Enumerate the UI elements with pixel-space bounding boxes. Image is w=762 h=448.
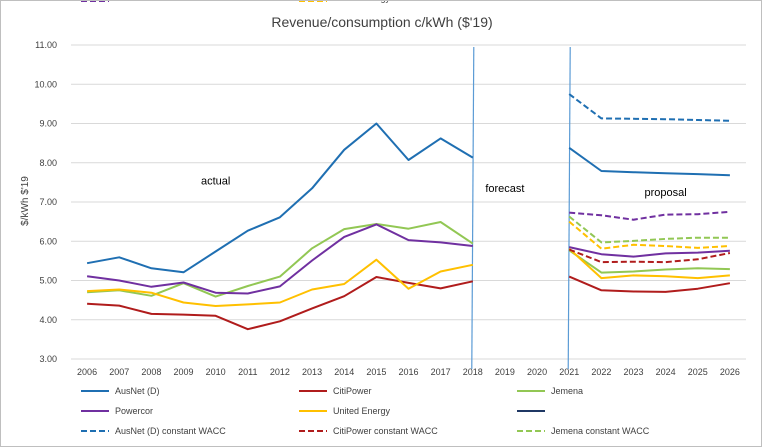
y-tick-label: 6.00	[39, 236, 57, 246]
y-tick-label: 5.00	[39, 276, 57, 286]
chart-title: Revenue/consumption c/kWh ($'19)	[271, 14, 492, 30]
legend-label: CitiPower constant WACC	[333, 426, 438, 436]
x-tick-label: 2016	[398, 367, 418, 377]
x-tick-label: 2019	[495, 367, 515, 377]
y-tick-label: 7.00	[39, 197, 57, 207]
legend-label: CitiPower	[333, 386, 372, 396]
y-axis-label: $/kWh $'19	[20, 176, 31, 226]
legend-label: Jemena	[551, 386, 583, 396]
y-tick-label: 10.00	[34, 79, 57, 89]
legend-label: United Energy	[333, 406, 391, 416]
annotation-label: forecast	[485, 183, 524, 195]
series-line	[568, 93, 730, 122]
x-tick-label: 2010	[206, 367, 226, 377]
x-tick-label: 2022	[591, 367, 611, 377]
legend-label: Jemena constant WACC	[551, 426, 650, 436]
legend: AusNet (D) CitiPower Jemena Powercor United …	[81, 1, 650, 436]
legend-label: AusNet (D)	[115, 386, 160, 396]
y-tick-label: 8.00	[39, 158, 57, 168]
series-line	[568, 220, 730, 250]
series-line	[568, 215, 730, 244]
x-tick-labels: 2006 2007 2008 2009 2010 2011 2012 2013 2014 2015…	[77, 367, 740, 377]
x-tick-label: 2018	[463, 367, 483, 377]
x-tick-label: 2015	[366, 367, 386, 377]
series-line	[568, 146, 730, 177]
series-line	[568, 247, 730, 280]
series-line	[569, 210, 730, 221]
legend-label: Powercor	[115, 406, 153, 416]
x-tick-label: 2006	[77, 367, 97, 377]
period-dividers	[471, 46, 571, 370]
legend-label: AusNet (D) constant WACC	[115, 426, 226, 436]
x-tick-label: 2013	[302, 367, 322, 377]
x-tick-label: 2025	[688, 367, 708, 377]
annotation-label: proposal	[645, 187, 687, 199]
series-line	[568, 275, 731, 293]
divider-line	[567, 46, 571, 370]
gridlines	[71, 44, 746, 360]
series-line	[568, 248, 731, 264]
series-lines	[86, 93, 731, 331]
y-tick-label: 11.00	[35, 40, 57, 50]
divider-line	[471, 46, 475, 370]
series-line	[87, 221, 474, 298]
series-line	[568, 246, 730, 258]
x-tick-label: 2014	[334, 367, 354, 377]
x-tick-label: 2012	[270, 367, 290, 377]
y-tick-label: 9.00	[39, 119, 57, 129]
annotations: actual forecast proposal	[201, 175, 687, 199]
x-tick-label: 2017	[431, 367, 451, 377]
series-line	[87, 276, 474, 331]
x-tick-label: 2009	[173, 367, 193, 377]
y-tick-labels: 3.00 4.00 5.00 6.00 7.00 8.00 9.00 10.00 11.00	[34, 40, 57, 364]
x-tick-label: 2021	[559, 367, 579, 377]
series-line	[568, 249, 730, 274]
annotation-label: actual	[201, 175, 230, 187]
legend-label: United Energy constant WACC	[333, 1, 457, 3]
x-tick-label: 2011	[238, 367, 257, 377]
series-line	[86, 223, 473, 295]
series-line	[87, 258, 474, 307]
x-tick-label: 2024	[656, 367, 676, 377]
y-tick-label: 4.00	[39, 315, 57, 325]
series-line	[86, 122, 474, 274]
x-tick-label: 2020	[527, 367, 547, 377]
legend-label: Powercor constant WACC	[115, 1, 220, 3]
x-tick-label: 2026	[720, 367, 740, 377]
x-tick-label: 2008	[141, 367, 161, 377]
x-tick-label: 2007	[109, 367, 129, 377]
x-tick-label: 2023	[623, 367, 643, 377]
y-tick-label: 3.00	[39, 354, 57, 364]
